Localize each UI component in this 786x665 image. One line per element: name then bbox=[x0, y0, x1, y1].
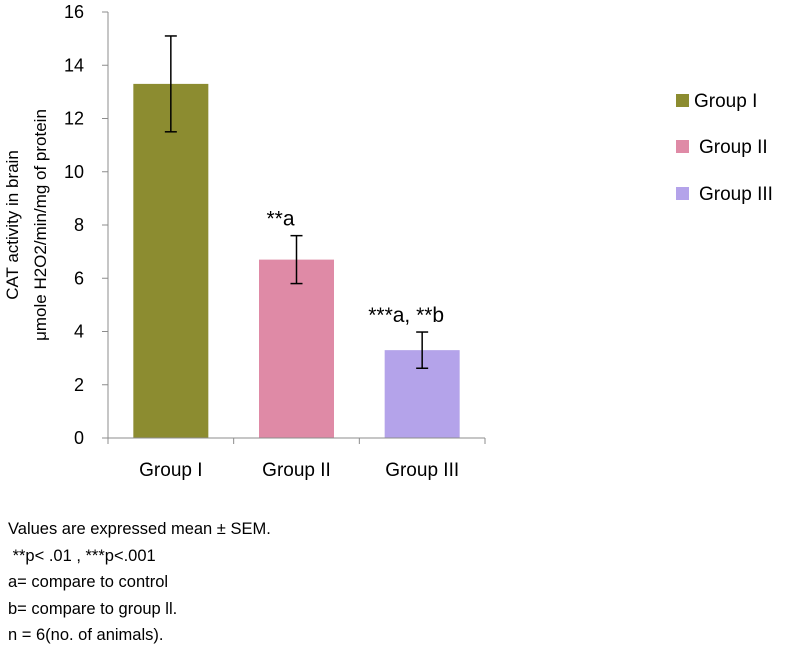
y-tick-label: 8 bbox=[74, 215, 84, 235]
legend-swatch-3 bbox=[676, 187, 689, 200]
legend-swatch-1 bbox=[676, 94, 689, 107]
annotation-3: ***a, **b bbox=[368, 304, 444, 327]
y-axis-label: CAT activity in brain μmole H2O2/min/mg … bbox=[3, 109, 50, 341]
y-tick-label: 14 bbox=[64, 55, 84, 75]
note-b: b= compare to group ll. bbox=[8, 599, 178, 618]
bars bbox=[133, 83, 460, 438]
footnotes: Values are expressed mean ± SEM. **p< .0… bbox=[8, 516, 271, 649]
y-tick-label: 2 bbox=[74, 375, 84, 395]
note-a: a= compare to control bbox=[8, 573, 169, 591]
x-tick-label: Group II bbox=[262, 460, 331, 481]
x-tick-label: Group III bbox=[385, 460, 459, 481]
bar-1 bbox=[133, 83, 209, 438]
note-n: n = 6(no. of animals). bbox=[8, 626, 164, 644]
y-tick-label: 0 bbox=[74, 428, 84, 448]
y-tick-label: 16 bbox=[64, 2, 84, 22]
y-tick-label: 6 bbox=[74, 268, 84, 288]
y-axis-label-line-1: CAT activity in brain bbox=[3, 150, 22, 300]
significance-annotations: **a ***a, **b bbox=[266, 208, 444, 327]
y-axis: 0 2 4 6 8 10 12 14 16 bbox=[64, 2, 108, 448]
x-axis: Group I Group II Group III bbox=[107, 438, 486, 481]
legend: Group I Group II Group III bbox=[676, 91, 773, 205]
annotation-2: **a bbox=[266, 208, 294, 231]
error-bars bbox=[164, 35, 429, 369]
note-significance: **p< .01 , ***p<.001 bbox=[8, 546, 156, 565]
y-tick-label: 10 bbox=[64, 162, 84, 182]
cat-activity-chart: CAT activity in brain μmole H2O2/min/mg … bbox=[3, 2, 773, 481]
y-axis-label-line-2: μmole H2O2/min/mg of protein bbox=[31, 109, 50, 341]
legend-label-1: Group I bbox=[694, 91, 757, 112]
note-values: Values are expressed mean ± SEM. bbox=[8, 520, 271, 538]
legend-label-3: Group III bbox=[699, 184, 773, 205]
x-tick-label: Group I bbox=[139, 460, 202, 481]
legend-label-2: Group II bbox=[699, 137, 768, 158]
legend-swatch-2 bbox=[676, 140, 689, 153]
y-tick-label: 12 bbox=[64, 109, 84, 129]
bar-2 bbox=[259, 259, 334, 438]
y-tick-label: 4 bbox=[74, 322, 84, 342]
